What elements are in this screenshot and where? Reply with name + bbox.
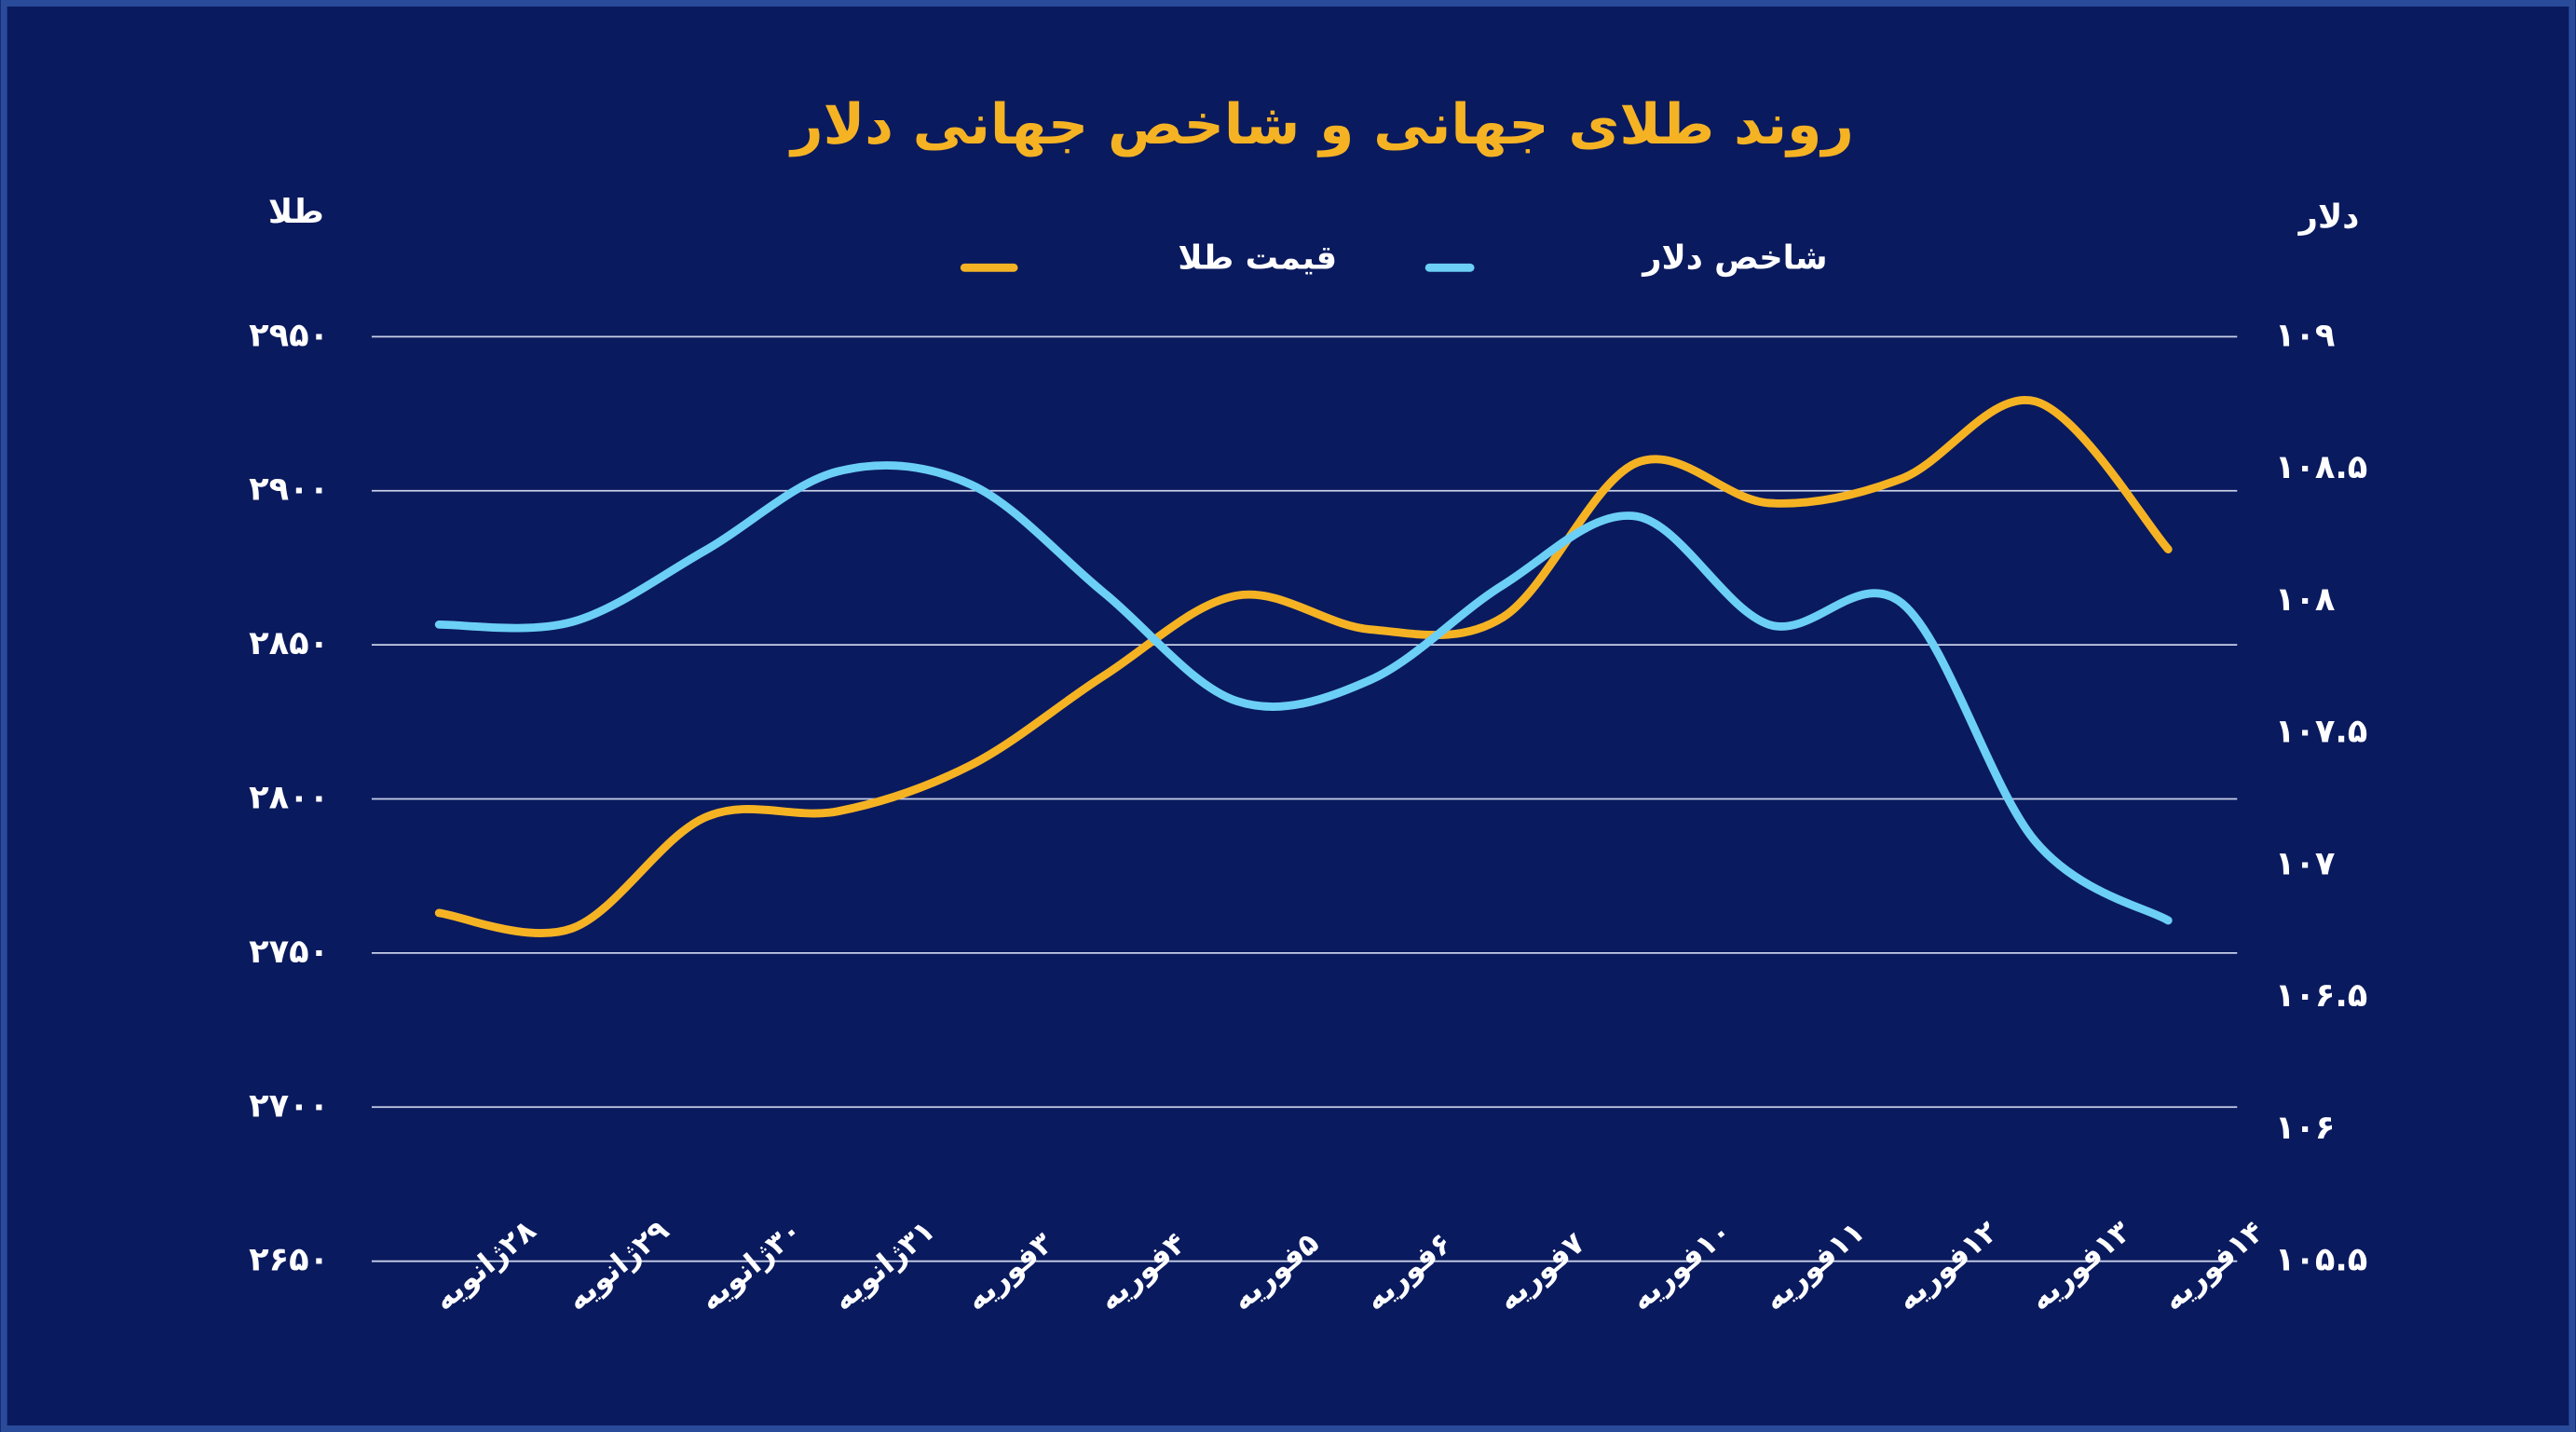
y2-tick-label: ۱۰۹ xyxy=(2275,316,2336,354)
y2-tick-label: ۱۰۶.۵ xyxy=(2275,976,2367,1015)
chart-title: روند طلای جهانی و شاخص جهانی دلار xyxy=(788,92,1854,157)
y2-tick-label: ۱۰۷.۵ xyxy=(2275,713,2367,751)
line xyxy=(434,396,2173,937)
y-tick-label: ۲۶۵۰ xyxy=(249,1241,329,1279)
y-tick-label: ۲۸۰۰ xyxy=(249,779,329,817)
y2-tick-label: ۱۰۸ xyxy=(2275,580,2336,619)
y2-tick-label: ۱۰۷ xyxy=(2275,844,2336,882)
legend-label: شاخص دلار xyxy=(1641,239,1827,277)
y-tick-label: ۲۸۵۰ xyxy=(249,624,329,662)
y-axis-label: طلا xyxy=(268,193,324,231)
y2-axis-label: دلار xyxy=(2297,198,2360,236)
line xyxy=(434,461,2173,925)
y-tick-label: ۲۷۰۰ xyxy=(249,1086,329,1125)
y2-tick-label: ۱۰۸.۵ xyxy=(2275,448,2367,486)
y-tick-label: ۲۹۰۰ xyxy=(249,471,329,509)
y2-tick-label: ۱۰۵.۵ xyxy=(2275,1241,2367,1279)
legend-label: قیمت طلا xyxy=(1178,239,1337,277)
y-tick-label: ۲۷۵۰ xyxy=(249,933,329,971)
y-tick-label: ۲۹۵۰ xyxy=(249,316,329,354)
y2-tick-label: ۱۰۶ xyxy=(2275,1109,2336,1147)
